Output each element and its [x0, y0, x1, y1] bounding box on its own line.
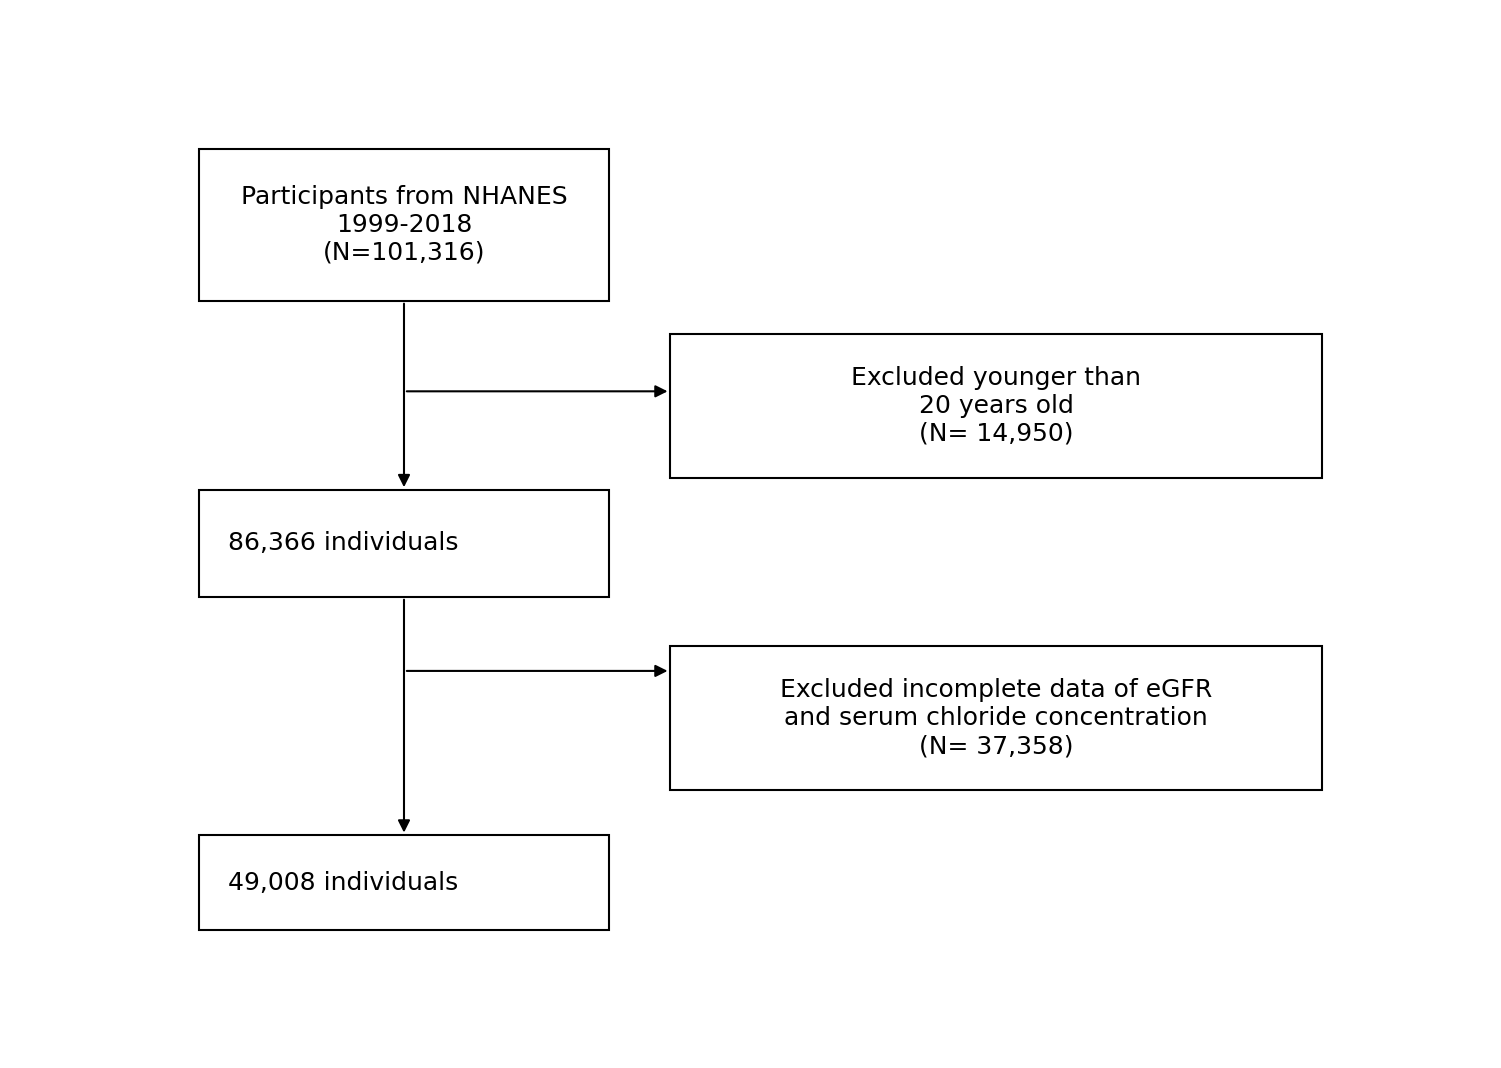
Text: Excluded incomplete data of eGFR
and serum chloride concentration
(N= 37,358): Excluded incomplete data of eGFR and ser… [781, 678, 1213, 758]
FancyBboxPatch shape [200, 148, 609, 301]
FancyBboxPatch shape [671, 333, 1322, 477]
Text: Participants from NHANES
1999-2018
(N=101,316): Participants from NHANES 1999-2018 (N=10… [240, 185, 567, 265]
Text: 49,008 individuals: 49,008 individuals [228, 870, 459, 895]
Text: 86,366 individuals: 86,366 individuals [228, 532, 459, 555]
Text: Excluded younger than
20 years old
(N= 14,950): Excluded younger than 20 years old (N= 1… [851, 366, 1141, 445]
FancyBboxPatch shape [200, 835, 609, 930]
FancyBboxPatch shape [200, 490, 609, 597]
FancyBboxPatch shape [671, 646, 1322, 790]
